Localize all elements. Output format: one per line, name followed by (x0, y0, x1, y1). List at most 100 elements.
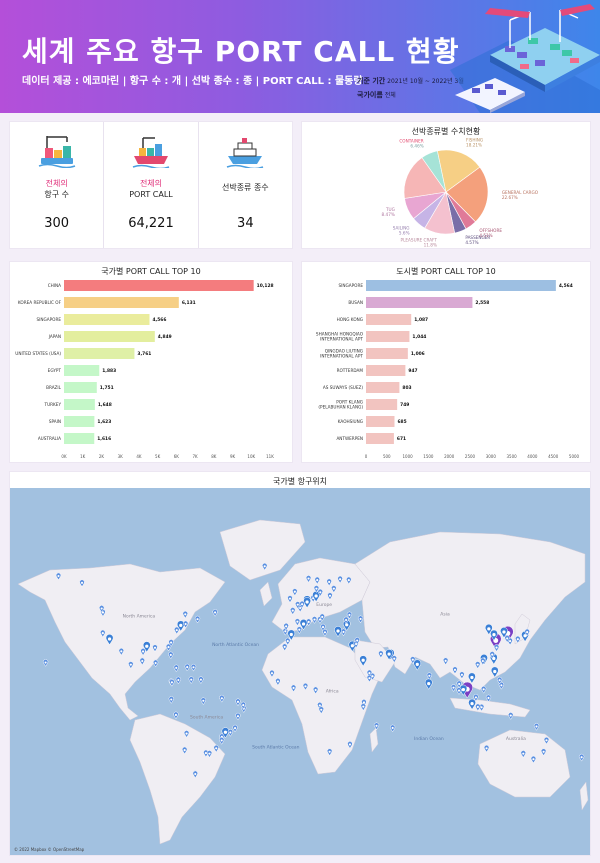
port-marker-dot (411, 658, 414, 661)
port-marker-dot (332, 587, 335, 590)
port-marker-dot (153, 646, 157, 649)
bar[interactable] (366, 331, 410, 342)
bar-value-label: 10,128 (257, 283, 274, 289)
city-bar-chart: SINGAPORE 4,564 BUSAN 2,558 HONG KONG 1,087 SH… (316, 280, 580, 459)
bar-value-label: 1,616 (97, 436, 111, 442)
port-marker-dot (100, 607, 103, 610)
port-marker-dot (487, 627, 491, 631)
bar-category-label: INTERNATIONAL APT (320, 337, 363, 342)
bar[interactable] (64, 314, 150, 325)
port-marker-dot (492, 656, 496, 661)
x-tick-label: 2K (99, 454, 105, 459)
pie-slice[interactable] (403, 157, 447, 199)
bar[interactable] (64, 297, 179, 308)
bar[interactable] (64, 433, 95, 444)
port-marker-dot (498, 679, 501, 682)
port-marker-dot (141, 659, 144, 663)
port-marker-dot (242, 704, 245, 707)
port-marker-dot (470, 702, 474, 706)
port-marker-dot (57, 574, 60, 578)
bar[interactable] (366, 382, 400, 393)
bar[interactable] (366, 416, 395, 427)
bar-value-label: 1,087 (414, 317, 428, 323)
bar[interactable] (366, 399, 398, 410)
port-marker-dot (491, 653, 494, 656)
x-tick-label: 5000 (569, 454, 580, 459)
bar[interactable] (64, 280, 254, 291)
world-port-map[interactable]: North America North Atlantic Ocean Europe A… (10, 472, 590, 855)
map-region-label: Australia (506, 736, 526, 742)
port-marker-dot (301, 622, 306, 626)
port-marker-dot (485, 747, 488, 750)
kpi-label: 선박종류 종수 (221, 183, 269, 192)
port-marker-dot (298, 628, 301, 631)
port-marker-dot (321, 615, 324, 619)
port-marker-dot (328, 594, 332, 597)
port-marker-dot (336, 629, 340, 633)
bar[interactable] (366, 348, 408, 359)
bar-category-label: QINGDAO LIUTING (325, 348, 363, 353)
port-marker-dot (348, 743, 352, 746)
port-marker-dot (129, 663, 132, 666)
pie-slice-label: PLEASURE CRAFT (401, 237, 438, 242)
bar-category-label: UNITED STATES (USA) (15, 351, 61, 356)
port-marker-dot (415, 662, 419, 667)
bar-category-label: (PELABUHAN KLANG) (318, 405, 363, 410)
bar-category-label: HONG KONG (337, 317, 363, 322)
port-marker-dot (199, 678, 202, 681)
bar[interactable] (64, 348, 135, 359)
port-marker-dot (321, 626, 325, 629)
bar[interactable] (64, 382, 97, 393)
bar-value-label: 4,564 (559, 283, 573, 289)
country-filter[interactable]: 국가이름 전체 (357, 90, 396, 100)
country-bar-chart: CHINA 10,128 KOREA REPUBLIC OF 6,131 SINGAPO… (15, 280, 274, 459)
port-marker-dot (344, 618, 348, 622)
cruise-ship-icon (227, 138, 264, 168)
x-tick-label: 8K (211, 454, 217, 459)
bar[interactable] (366, 433, 394, 444)
bar[interactable] (64, 399, 95, 410)
pie-slice-pct: 5.6% (399, 230, 410, 235)
port-marker-dot (220, 697, 223, 700)
pie-slice[interactable] (437, 149, 481, 193)
port-marker-dot (190, 678, 193, 681)
port-marker-dot (276, 680, 280, 683)
bar[interactable] (64, 331, 155, 342)
x-tick-label: 500 (383, 454, 391, 459)
port-marker-dot (202, 699, 205, 702)
map-attribution: © 2022 Mapbox © OpenStreetMap (14, 847, 85, 852)
period-filter[interactable]: 기준 기간 2021년 10월 ~ 2022년 3월 (357, 76, 464, 86)
bar-value-label: 671 (397, 436, 406, 442)
bar-category-label: INTERNATIONAL APT (320, 354, 363, 359)
bar-category-label: BUSAN (348, 300, 363, 305)
bar-value-label: 4,849 (158, 334, 172, 340)
port-marker-dot (101, 611, 105, 614)
port-marker-dot (532, 758, 535, 761)
port-marker-dot (347, 579, 350, 582)
port-marker-dot (301, 603, 304, 606)
period-label: 기준 기간 (357, 77, 386, 85)
port-marker-dot (194, 772, 197, 776)
x-tick-label: 0 (365, 454, 368, 459)
port-marker-dot (345, 623, 349, 627)
port-marker-dot (107, 637, 112, 641)
bar[interactable] (366, 297, 473, 308)
port-marker-dot (506, 637, 509, 640)
port-markers[interactable] (42, 562, 585, 779)
bar[interactable] (366, 365, 406, 376)
bar[interactable] (64, 416, 95, 427)
bar-value-label: 1,006 (411, 351, 425, 357)
port-marker-dot (175, 629, 178, 632)
pie-slice[interactable] (445, 166, 489, 223)
port-marker-dot (368, 677, 371, 680)
bar-value-label: 6,131 (182, 300, 196, 306)
bar[interactable] (64, 365, 100, 376)
port-marker-dot (184, 613, 187, 616)
port-marker-dot (296, 620, 299, 623)
port-marker-dot (356, 639, 359, 642)
bar[interactable] (366, 314, 412, 325)
port-marker-dot (502, 630, 506, 634)
x-tick-label: 4500 (548, 454, 559, 459)
bar[interactable] (366, 280, 556, 291)
